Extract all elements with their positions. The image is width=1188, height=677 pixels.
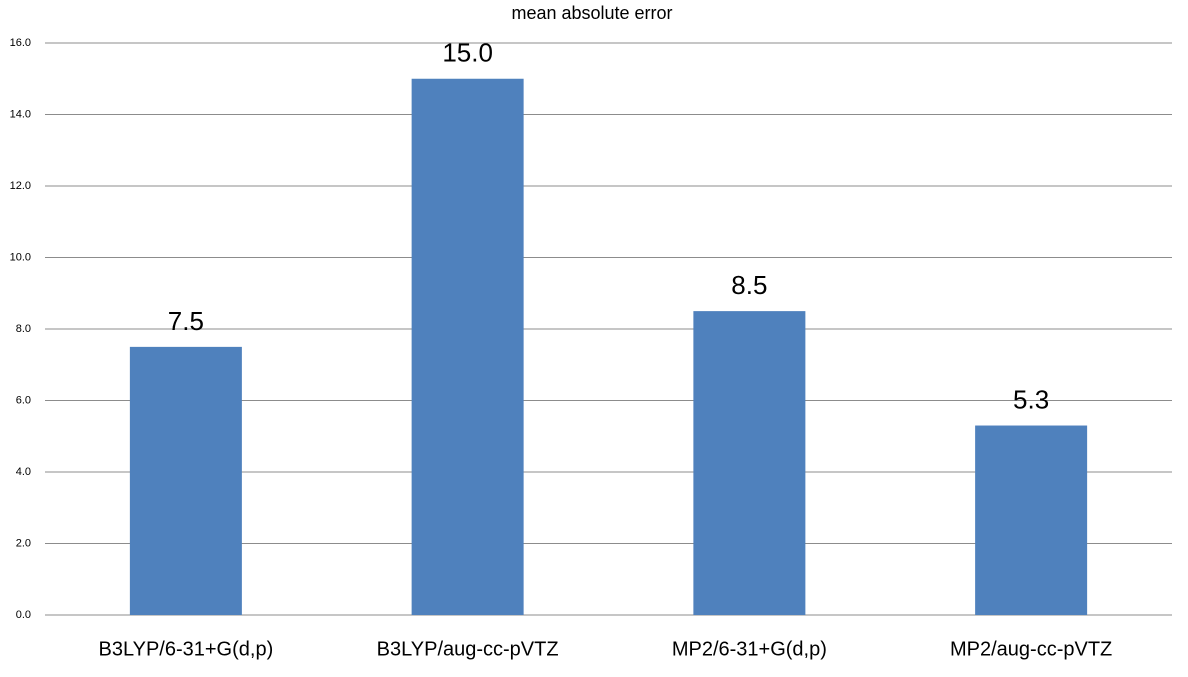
y-tick-label: 6.0 <box>16 394 31 406</box>
y-tick-label: 14.0 <box>10 108 31 120</box>
data-label: 8.5 <box>731 270 767 300</box>
data-label: 7.5 <box>168 306 204 336</box>
y-tick-label: 2.0 <box>16 537 31 549</box>
bar <box>129 346 242 615</box>
x-tick-label: B3LYP/6-31+G(d,p) <box>99 638 274 660</box>
data-label: 5.3 <box>1013 384 1049 414</box>
chart-title: mean absolute error <box>511 3 672 23</box>
y-tick-label: 12.0 <box>10 180 31 192</box>
x-tick-label: MP2/6-31+G(d,p) <box>672 638 827 660</box>
y-tick-label: 8.0 <box>16 323 31 335</box>
y-tick-label: 0.0 <box>16 609 31 621</box>
y-tick-label: 4.0 <box>16 466 31 478</box>
bar <box>411 78 524 615</box>
bar <box>693 311 806 615</box>
y-tick-label: 16.0 <box>10 37 31 49</box>
x-tick-label: MP2/aug-cc-pVTZ <box>950 638 1112 660</box>
y-tick-label: 10.0 <box>10 251 31 263</box>
bar <box>975 425 1088 615</box>
x-tick-label: B3LYP/aug-cc-pVTZ <box>377 638 559 660</box>
data-label: 15.0 <box>442 38 493 68</box>
